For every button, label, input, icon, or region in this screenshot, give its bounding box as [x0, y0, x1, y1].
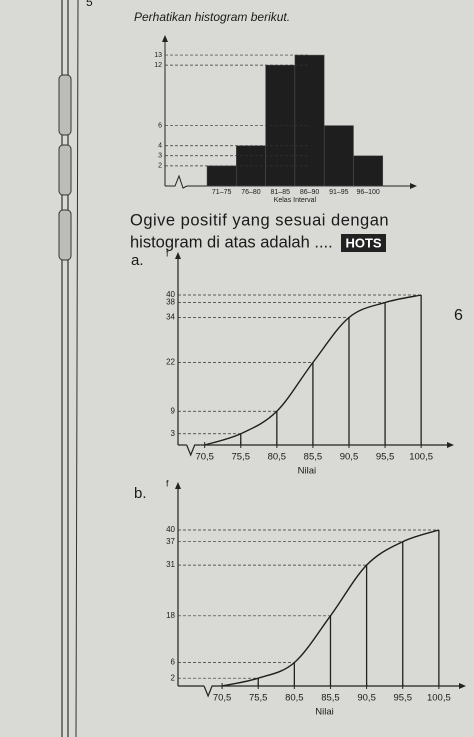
axis-arrow	[162, 35, 168, 42]
x-tick-label: 86–90	[300, 189, 320, 196]
x-tick-label: 100,5	[427, 693, 451, 704]
y-tick-label: 3	[158, 153, 162, 160]
y-axis-title: f	[166, 248, 169, 258]
page-number: 6	[454, 307, 463, 324]
binding	[58, 0, 79, 737]
bar	[206, 165, 237, 187]
y-tick-label: 37	[166, 537, 175, 546]
x-tick-label: 75,5	[249, 693, 268, 704]
y-tick-label: 34	[166, 313, 175, 322]
y-tick-label: 6	[158, 122, 162, 129]
bar	[323, 125, 354, 187]
y-tick-label: 40	[166, 525, 175, 534]
x-tick-label: 85,5	[304, 452, 323, 463]
x-tick-label: 70,5	[213, 693, 232, 704]
y-axis-title: f	[166, 478, 169, 488]
y-tick-label: 2	[171, 673, 176, 682]
x-tick-label: 100,5	[409, 452, 433, 463]
x-tick-label: 80,5	[268, 452, 287, 463]
intro-text: Perhatikan histogram berikut.	[134, 10, 290, 24]
hots-badge	[341, 234, 386, 252]
x-tick-label: 70,5	[195, 452, 214, 463]
x-tick-label: 85,5	[321, 693, 340, 704]
x-axis-title: Kelas Interval	[274, 197, 317, 204]
axis-break	[186, 444, 201, 457]
y-tick-label: 12	[154, 62, 162, 69]
question-line: histogram di atas adalah ....	[130, 233, 333, 251]
axis-arrow	[175, 482, 181, 489]
y-tick-label: 3	[171, 429, 176, 438]
x-tick-label: 81–85	[271, 189, 291, 196]
x-tick-label: 95,5	[393, 693, 412, 704]
y-tick-label: 31	[166, 560, 175, 569]
ogive-curve	[204, 294, 422, 446]
y-tick-label: 40	[166, 290, 175, 299]
y-tick-label: 4	[158, 143, 162, 150]
x-tick-label: 95,5	[376, 452, 395, 463]
axis-break	[203, 685, 219, 698]
x-tick-label: 80,5	[285, 693, 304, 704]
bar	[353, 155, 384, 187]
y-tick-label: 13	[154, 52, 162, 59]
x-tick-label: 90,5	[357, 693, 376, 704]
x-tick-label: 76–80	[241, 189, 261, 196]
y-tick-label: 38	[166, 298, 175, 307]
bar	[294, 54, 325, 187]
option-label: a.	[131, 252, 144, 269]
question-line: Ogive positif yang sesuai dengan	[130, 211, 389, 229]
y-tick-label: 2	[158, 163, 162, 170]
x-tick-label: 91–95	[329, 189, 349, 196]
y-tick-label: 22	[166, 358, 175, 367]
option-label: b.	[134, 485, 147, 502]
y-tick-label: 6	[171, 658, 176, 667]
axis-arrow	[175, 252, 181, 259]
x-axis-title: Nilai	[298, 466, 316, 477]
ogive-curve	[221, 529, 440, 687]
question-number: 5	[86, 0, 93, 9]
x-tick-label: 90,5	[340, 452, 359, 463]
axis-arrow	[459, 683, 466, 689]
x-tick-label: 96–100	[356, 189, 379, 196]
x-axis-title: Nilai	[315, 707, 333, 718]
y-tick-label: 18	[166, 611, 175, 620]
axis-arrow	[447, 442, 454, 448]
axis-arrow	[410, 183, 417, 189]
x-tick-label: 71–75	[212, 189, 232, 196]
hots-label: HOTS	[345, 235, 381, 250]
x-tick-label: 75,5	[232, 452, 251, 463]
axis-break	[165, 174, 188, 189]
y-tick-label: 9	[171, 406, 176, 415]
